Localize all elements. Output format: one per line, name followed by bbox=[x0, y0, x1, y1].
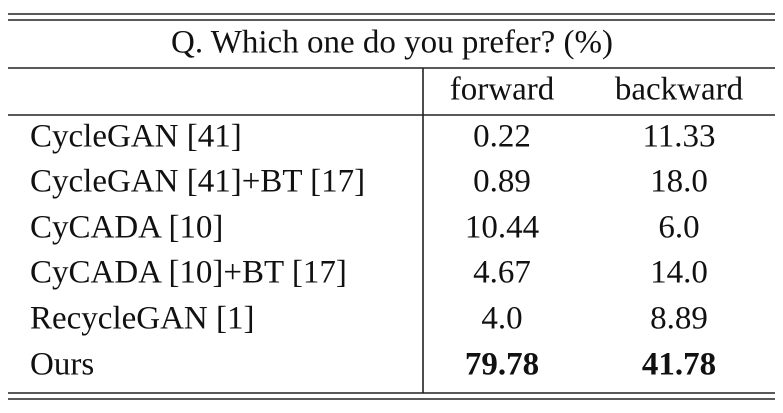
cell-value: 10.44 bbox=[465, 210, 539, 246]
cell-value: 0.89 bbox=[473, 164, 531, 200]
cell-value: 11.33 bbox=[642, 119, 715, 155]
cell-value: 0.22 bbox=[473, 119, 531, 155]
row-label: CyCADA [10]+BT [17] bbox=[30, 255, 347, 291]
row-label: Ours bbox=[30, 347, 94, 383]
cell-value: 4.67 bbox=[473, 255, 531, 291]
cell-value: 18.0 bbox=[650, 164, 708, 200]
cell-value: 79.78 bbox=[465, 347, 539, 383]
cell-value: 6.0 bbox=[658, 210, 699, 246]
cell-value: 8.89 bbox=[650, 301, 708, 337]
row-label: RecycleGAN [1] bbox=[30, 301, 255, 337]
row-label: CycleGAN [41]+BT [17] bbox=[30, 164, 365, 200]
row-label: CycleGAN [41] bbox=[30, 119, 242, 155]
cell-value: 4.0 bbox=[481, 301, 522, 337]
row-label: CyCADA [10] bbox=[30, 210, 223, 246]
column-header: forward bbox=[450, 72, 555, 108]
cell-value: 14.0 bbox=[650, 255, 708, 291]
cell-value: 41.78 bbox=[642, 347, 716, 383]
column-header: backward bbox=[615, 72, 744, 108]
table-title: Q. Which one do you prefer? (%) bbox=[171, 25, 613, 61]
